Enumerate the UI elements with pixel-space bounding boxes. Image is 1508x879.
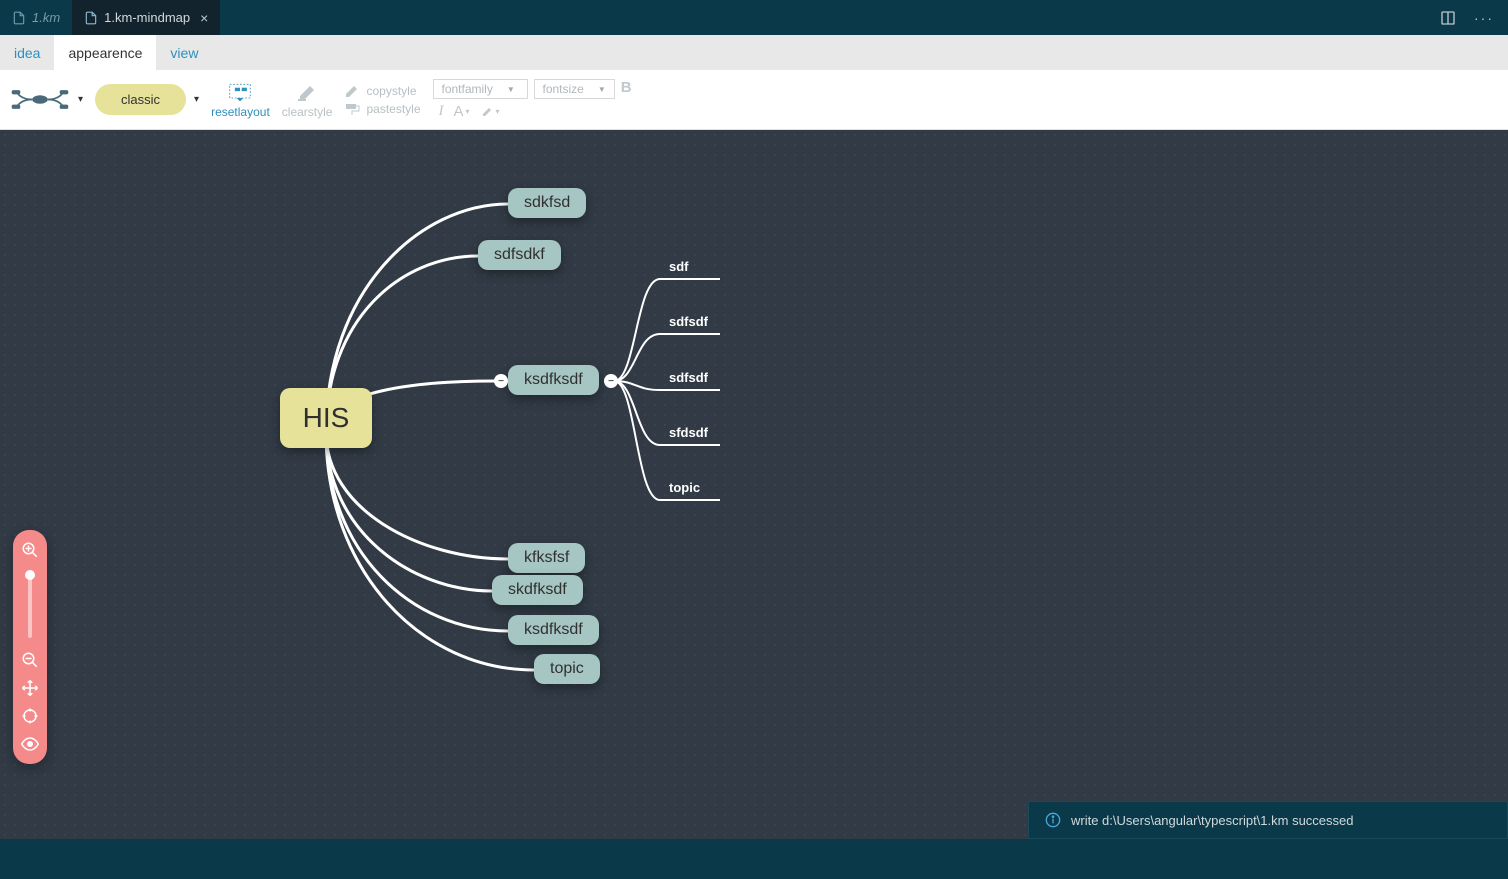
- tool-label: clearstyle: [282, 105, 333, 119]
- zoom-thumb[interactable]: [25, 570, 35, 580]
- structure-picker[interactable]: ▾: [10, 82, 83, 117]
- node-label: skdfksdf: [508, 581, 567, 599]
- zoom-slider[interactable]: [28, 572, 32, 638]
- chevron-down-icon: ▼: [507, 85, 515, 94]
- tool-label: resetlayout: [211, 105, 270, 119]
- theme-picker[interactable]: classic ▾: [95, 84, 199, 115]
- node-label: sdfsdf: [669, 370, 708, 385]
- tab-label: 1.km-mindmap: [104, 10, 190, 25]
- node-label: sdfsdkf: [494, 246, 545, 264]
- eye-icon[interactable]: [20, 734, 40, 754]
- clearstyle-button[interactable]: clearstyle: [282, 81, 333, 119]
- node-label: ksdfksdf: [524, 371, 583, 389]
- close-icon[interactable]: ×: [200, 10, 208, 26]
- bold-button[interactable]: B: [621, 79, 632, 99]
- node-label: sdfsdf: [669, 314, 708, 329]
- menu-label: idea: [14, 45, 40, 61]
- move-icon[interactable]: [20, 678, 40, 698]
- zoom-panel: [13, 530, 47, 764]
- chevron-down-icon: ▼: [598, 85, 606, 94]
- fontcolor-button[interactable]: A▾: [454, 103, 470, 120]
- footer-bar: [0, 839, 1508, 879]
- copystyle-button[interactable]: copystyle: [344, 84, 420, 98]
- split-editor-icon[interactable]: [1440, 10, 1456, 26]
- mindmap-root-node[interactable]: HIS: [280, 388, 372, 448]
- zoom-in-icon[interactable]: [20, 540, 40, 560]
- menu-label: view: [170, 45, 198, 61]
- more-icon[interactable]: ···: [1474, 10, 1494, 26]
- menu-label: appearence: [68, 45, 142, 61]
- highlight-button[interactable]: ▾: [480, 105, 500, 119]
- menu-idea[interactable]: idea: [0, 35, 54, 70]
- resetlayout-icon: [228, 81, 252, 103]
- select-label: fontfamily: [442, 82, 493, 96]
- theme-pill: classic: [95, 84, 186, 115]
- chevron-down-icon: ▾: [194, 94, 199, 105]
- mindmap-child-node[interactable]: ksdfksdf: [508, 365, 599, 395]
- toolbar: ▾ classic ▾ resetlayout clearstyle copys…: [0, 70, 1508, 130]
- select-label: fontsize: [543, 82, 584, 96]
- font-group: fontfamily ▼ fontsize ▼ B I A▾ ▾: [433, 79, 632, 120]
- node-label: kfksfsf: [524, 549, 569, 567]
- collapse-icon[interactable]: −: [604, 374, 618, 388]
- mindmap-leaf-node[interactable]: sdf: [669, 259, 689, 274]
- chevron-down-icon: ▾: [78, 94, 83, 105]
- mindmap-child-node[interactable]: kfksfsf: [508, 543, 585, 573]
- resetlayout-button[interactable]: resetlayout: [211, 81, 270, 119]
- node-label: topic: [550, 660, 584, 678]
- status-message: write d:\Users\angular\typescript\1.km s…: [1071, 813, 1354, 828]
- mindmap-child-node[interactable]: topic: [534, 654, 600, 684]
- italic-button[interactable]: I: [439, 103, 444, 120]
- locate-icon[interactable]: [20, 706, 40, 726]
- mindmap-leaf-node[interactable]: sdfsdf: [669, 314, 708, 329]
- info-icon: [1045, 812, 1061, 828]
- title-bar: 1.km 1.km-mindmap × ···: [0, 0, 1508, 35]
- tool-label: pastestyle: [366, 102, 420, 116]
- tab-label: 1.km: [32, 10, 60, 25]
- collapse-icon[interactable]: −: [494, 374, 508, 388]
- node-label: ksdfksdf: [524, 621, 583, 639]
- zoom-out-icon[interactable]: [20, 650, 40, 670]
- title-actions: ···: [1440, 10, 1508, 26]
- mindmap-edges: [0, 130, 1508, 839]
- brush-icon: [344, 84, 360, 98]
- mindmap-leaf-node[interactable]: topic: [669, 480, 700, 495]
- status-toast: write d:\Users\angular\typescript\1.km s…: [1028, 801, 1508, 839]
- file-icon: [12, 11, 26, 25]
- file-icon: [84, 11, 98, 25]
- node-label: sdf: [669, 259, 689, 274]
- mindmap-child-node[interactable]: skdfksdf: [492, 575, 583, 605]
- structure-icon: [10, 82, 70, 117]
- tab-strip: 1.km 1.km-mindmap ×: [0, 0, 220, 35]
- style-copy-group: copystyle pastestyle: [344, 84, 420, 116]
- fontsize-select[interactable]: fontsize ▼: [534, 79, 615, 99]
- node-label: HIS: [303, 402, 350, 434]
- node-label: sdkfsd: [524, 194, 570, 212]
- tab-file-2[interactable]: 1.km-mindmap ×: [72, 0, 220, 35]
- roller-icon: [344, 102, 360, 116]
- mindmap-child-node[interactable]: sdfsdkf: [478, 240, 561, 270]
- menu-appearence[interactable]: appearence: [54, 35, 156, 70]
- menu-bar: idea appearence view: [0, 35, 1508, 70]
- mindmap-leaf-node[interactable]: sdfsdf: [669, 370, 708, 385]
- fontfamily-select[interactable]: fontfamily ▼: [433, 79, 528, 99]
- mindmap-child-node[interactable]: sdkfsd: [508, 188, 586, 218]
- node-label: sfdsdf: [669, 425, 708, 440]
- clearstyle-icon: [295, 81, 319, 103]
- tab-file-1[interactable]: 1.km: [0, 0, 72, 35]
- tool-label: copystyle: [366, 84, 416, 98]
- mindmap-child-node[interactable]: ksdfksdf: [508, 615, 599, 645]
- pastestyle-button[interactable]: pastestyle: [344, 102, 420, 116]
- mindmap-canvas[interactable]: HIS sdkfsd sdfsdkf ksdfksdf − − kfksfsf …: [0, 130, 1508, 839]
- theme-label: classic: [121, 92, 160, 107]
- mindmap-leaf-node[interactable]: sfdsdf: [669, 425, 708, 440]
- node-label: topic: [669, 480, 700, 495]
- menu-view[interactable]: view: [156, 35, 212, 70]
